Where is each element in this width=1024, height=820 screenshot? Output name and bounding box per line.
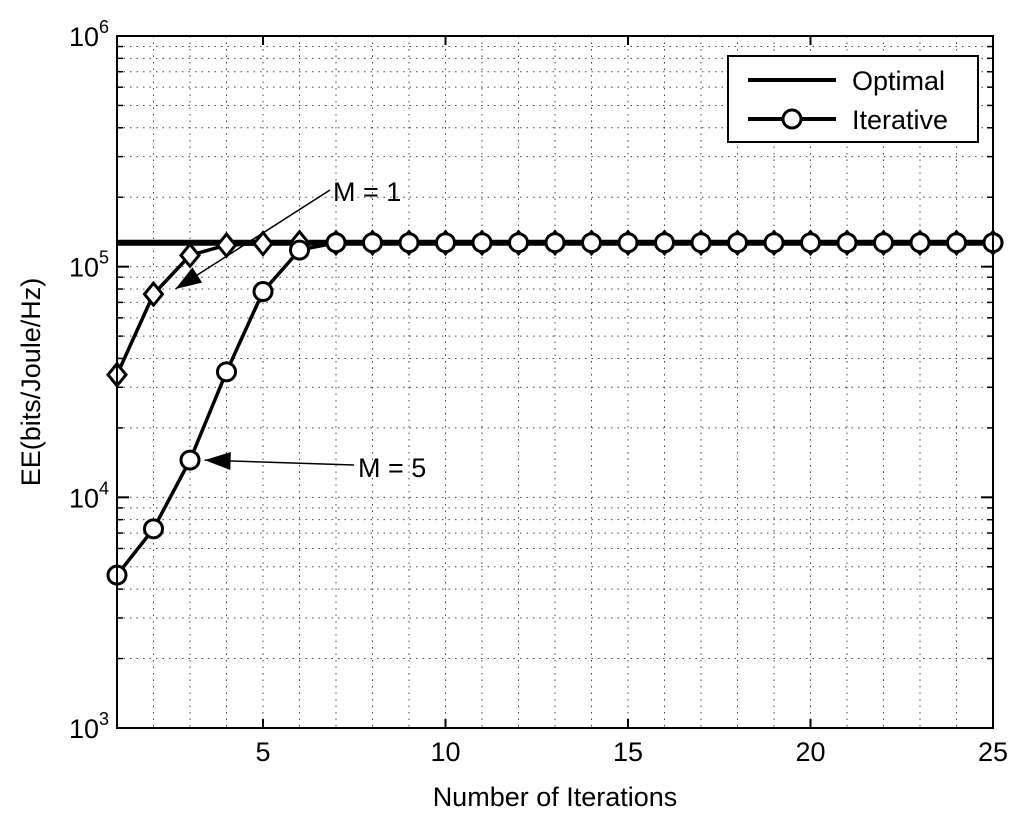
y-tick-label: 105 [69, 248, 109, 283]
annotation-arrow-head [204, 451, 231, 470]
data-point-circle [581, 232, 602, 254]
data-point-circle [800, 232, 821, 254]
data-point-circle [508, 232, 529, 254]
legend-marker-iterative [781, 108, 803, 130]
annotation-arrow-line [174, 189, 331, 290]
data-point-circle [362, 232, 383, 254]
annotation-label: M = 5 [358, 453, 426, 483]
data-point-circle [946, 232, 967, 254]
x-axis-label: Number of Iterations [433, 782, 678, 812]
data-point-circle [617, 232, 639, 254]
data-point-circle [143, 518, 164, 540]
axis-ticks: 5 10 15 20 25 103 104 105 106 [69, 17, 1008, 767]
data-point-circle [471, 232, 493, 254]
data-point-diamond [252, 230, 274, 257]
x-tick-label: 20 [795, 737, 825, 767]
x-tick-label: 15 [613, 737, 643, 767]
x-tick-label: 25 [978, 737, 1008, 767]
data-point-circle [873, 232, 894, 254]
y-axis-label: EE(bits/Joule/Hz) [16, 278, 46, 487]
data-point-circle [325, 232, 347, 254]
data-point-circle [252, 281, 274, 303]
y-tick-label: 104 [69, 478, 109, 513]
data-point-circle [727, 232, 748, 254]
x-tick-label: 10 [430, 737, 460, 767]
data-point-circle [654, 232, 675, 254]
data-point-circle [909, 232, 931, 254]
annotation-arrow-head [175, 267, 203, 290]
legend: Optimal Iterative [727, 55, 979, 143]
data-point-circle [179, 449, 201, 471]
data-point-circle [216, 361, 237, 383]
legend-label-optimal: Optimal [852, 66, 945, 96]
data-point-circle [398, 232, 420, 254]
series-lines [115, 239, 993, 577]
data-point-circle [763, 232, 785, 254]
legend-label-iterative: Iterative [852, 105, 948, 135]
data-point-diamond [179, 241, 201, 269]
data-point-circle [435, 232, 456, 254]
annotation-label: M = 1 [333, 177, 401, 207]
x-tick-label: 5 [255, 737, 270, 767]
data-point-circle [289, 239, 310, 261]
axes-box [116, 35, 994, 729]
legend-box [727, 55, 979, 143]
data-point-diamond [142, 280, 165, 308]
data-point-circle [836, 232, 858, 254]
data-point-circle [690, 232, 712, 254]
data-point-circle [544, 232, 566, 254]
y-tick-label: 106 [69, 17, 109, 52]
annotations: M = 1 M = 5 [174, 177, 426, 483]
y-tick-label: 103 [69, 709, 109, 744]
series-line-circle [115, 240, 993, 577]
